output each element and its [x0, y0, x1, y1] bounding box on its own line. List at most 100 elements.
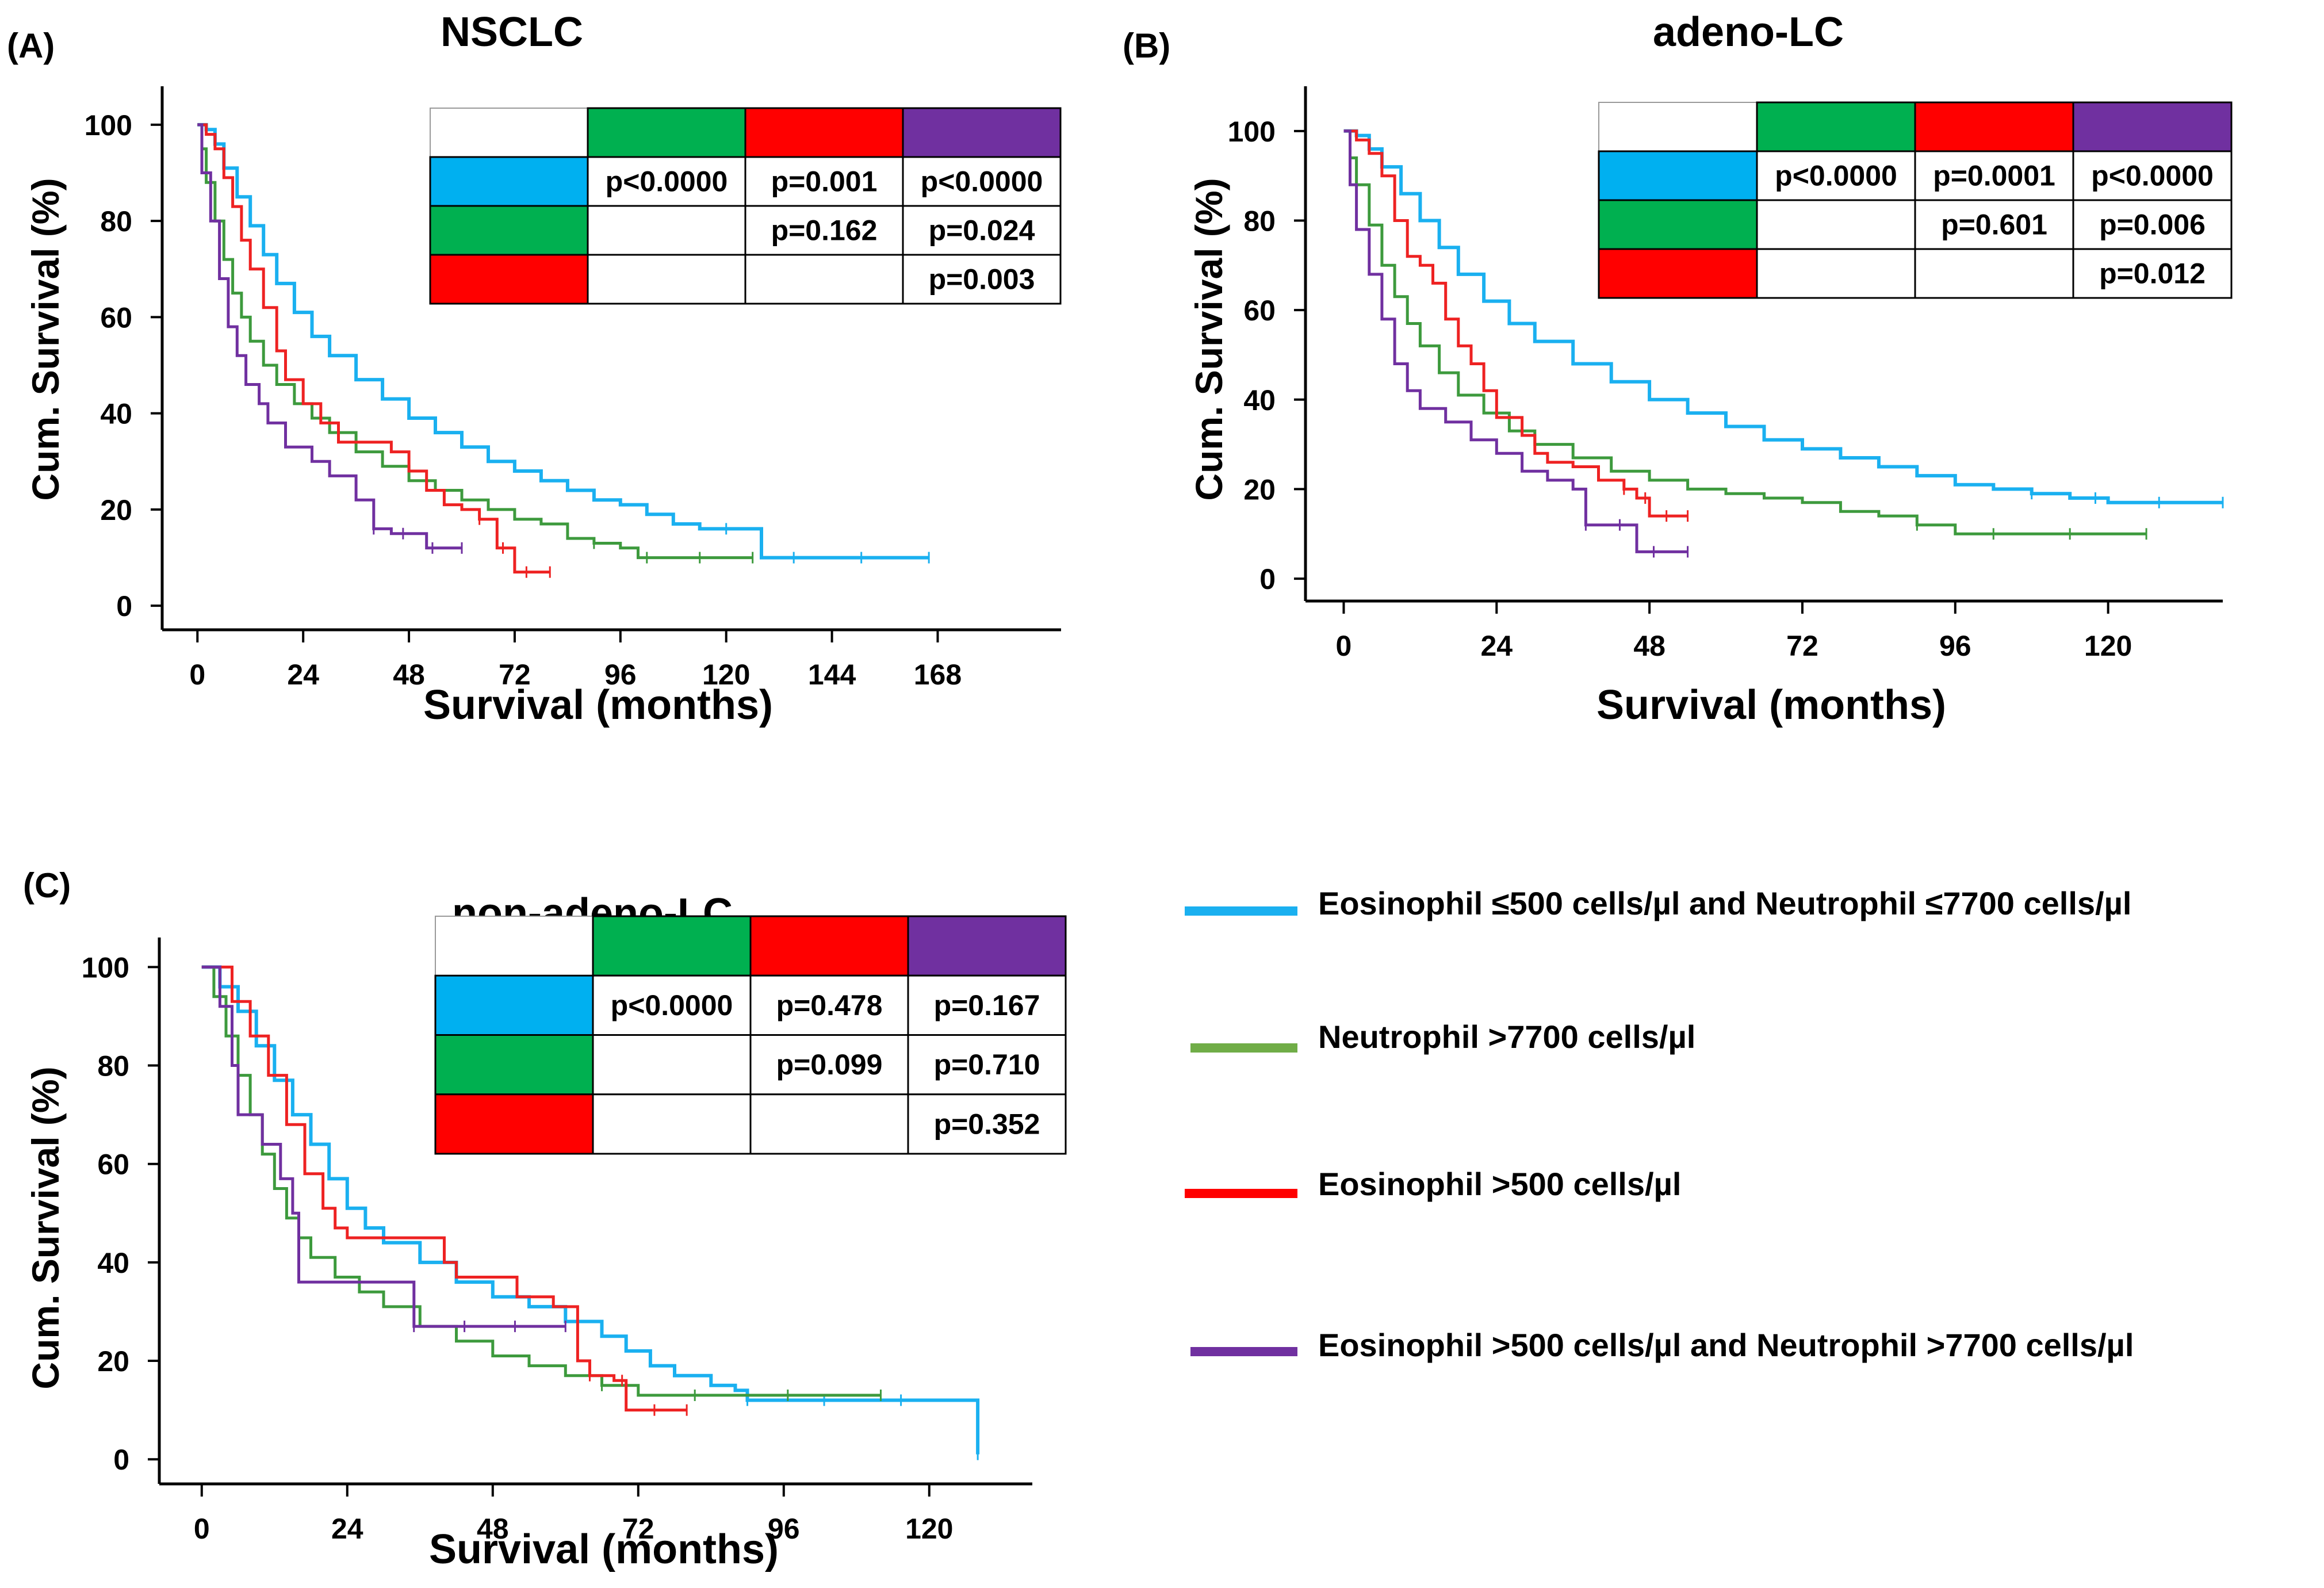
p-value-text: p=0.024 — [929, 215, 1035, 247]
series-line-2 — [1343, 129, 1688, 518]
x-tick-label: 0 — [194, 1513, 210, 1545]
x-tick-label: 24 — [287, 659, 319, 691]
table-cell — [587, 254, 746, 305]
table-row-header-cell — [434, 1034, 594, 1096]
table-corner-cell — [435, 916, 594, 977]
table-cell — [2072, 199, 2233, 250]
x-tick-label: 48 — [1633, 630, 1666, 662]
table-header-cell — [749, 915, 909, 977]
table-cell — [1914, 248, 2074, 299]
p-value-text: p<0.0000 — [606, 166, 728, 198]
x-tick-label: 72 — [499, 659, 531, 691]
y-tick-label: 100 — [82, 951, 129, 984]
p-value-text: p=0.601 — [1941, 209, 2047, 241]
x-tick-label: 120 — [702, 659, 750, 691]
p-value-text: p=0.162 — [771, 215, 878, 247]
panel-a: (A) NSCLC Cum. Survival (%) Survival (mo… — [7, 9, 1062, 728]
series-line-1 — [201, 965, 881, 1397]
pvalue-table: p<0.0000 p=0.0001 p<0.0000 p=0.601 p=0.006 p=… — [1598, 101, 2233, 299]
table-header-cell — [907, 915, 1067, 977]
y-axis-label: Cum. Survival (%) — [24, 1066, 67, 1389]
p-value-text: p<0.0000 — [921, 166, 1043, 198]
x-tick-label: 120 — [905, 1513, 953, 1545]
table-row-header-cell — [434, 1093, 594, 1155]
p-value-text: p=0.012 — [2099, 258, 2206, 290]
table-header-cell — [592, 915, 752, 977]
table-cell — [902, 254, 1062, 305]
legend: Eosinophil ≤500 cells/µl and Neutrophil … — [1185, 885, 2134, 1363]
x-axis-label: Survival (months) — [423, 682, 773, 728]
x-tick-label: 48 — [393, 659, 425, 691]
x-tick-label: 72 — [622, 1513, 654, 1545]
table-header-cell — [2072, 101, 2233, 152]
table-row-header-cell — [429, 156, 589, 207]
table-cell — [587, 205, 746, 256]
series-line-0 — [1343, 129, 2223, 504]
y-tick-label: 80 — [1243, 205, 1276, 237]
table-cell — [1756, 248, 1916, 299]
x-tick-label: 96 — [768, 1513, 800, 1545]
p-value-text: p=0.003 — [929, 263, 1035, 296]
y-tick-label: 100 — [85, 109, 132, 141]
legend-label-red: Eosinophil >500 cells/µl — [1318, 1166, 1681, 1202]
table-row-header-cell — [1598, 199, 1758, 250]
x-tick-label: 0 — [1336, 630, 1352, 662]
x-tick-label: 24 — [331, 1513, 363, 1545]
p-value-text: p=0.0001 — [1933, 160, 2055, 192]
p-value-text: p=0.710 — [934, 1049, 1040, 1081]
x-tick-label: 120 — [2084, 630, 2132, 662]
p-value-text: p=0.001 — [771, 166, 878, 198]
chart-title: NSCLC — [441, 9, 583, 55]
y-tick-label: 20 — [97, 1345, 129, 1377]
table-cell — [749, 1093, 909, 1155]
y-tick-label: 80 — [100, 205, 132, 238]
x-tick-label: 72 — [1786, 630, 1818, 662]
p-value-text: p=0.352 — [934, 1108, 1040, 1140]
table-header-cell — [587, 107, 746, 158]
table-cell — [907, 1093, 1067, 1155]
p-value-text: p<0.0000 — [1775, 160, 1897, 192]
y-tick-label: 0 — [113, 1444, 129, 1476]
y-tick-label: 20 — [100, 494, 132, 526]
series-line-2 — [197, 123, 550, 574]
table-header-cell — [744, 107, 904, 158]
x-axis-label: Survival (months) — [429, 1526, 779, 1572]
x-tick-label: 0 — [189, 659, 205, 691]
y-tick-label: 40 — [1243, 384, 1276, 416]
series-line-2 — [201, 965, 687, 1412]
p-value-text: p=0.006 — [2099, 209, 2206, 241]
legend-label-blue: Eosinophil ≤500 cells/µl and Neutrophil … — [1318, 885, 2131, 921]
table-cell — [744, 254, 904, 305]
p-value-text: p=0.167 — [934, 989, 1040, 1021]
table-cell — [592, 1093, 752, 1155]
pvalue-table: p<0.0000 p=0.478 p=0.167 p=0.099 p=0.710 p=0.… — [434, 915, 1067, 1155]
y-tick-label: 40 — [100, 398, 132, 430]
chart-title: adeno-LC — [1653, 9, 1844, 55]
legend-label-green: Neutrophil >7700 cells/µl — [1318, 1019, 1695, 1055]
y-tick-label: 60 — [1243, 294, 1276, 327]
p-value-text: p<0.0000 — [611, 989, 733, 1021]
table-row-header-cell — [429, 205, 589, 256]
x-tick-label: 168 — [914, 659, 962, 691]
x-tick-label: 144 — [808, 659, 856, 691]
p-value-text: p<0.0000 — [2091, 160, 2214, 192]
table-cell — [587, 156, 746, 207]
table-cell — [1756, 199, 1916, 250]
y-axis-label: Cum. Survival (%) — [1188, 178, 1230, 500]
p-value-text: p=0.099 — [776, 1049, 883, 1081]
table-cell — [902, 156, 1062, 207]
series-line-1 — [197, 123, 753, 560]
y-tick-label: 0 — [1259, 563, 1276, 595]
series-line-0 — [197, 123, 929, 560]
table-cell — [1914, 150, 2074, 201]
table-row-header-cell — [434, 974, 594, 1036]
table-header-cell — [902, 107, 1062, 158]
table-corner-cell — [430, 108, 588, 158]
x-tick-label: 96 — [604, 659, 637, 691]
table-cell — [592, 1034, 752, 1096]
x-tick-label: 96 — [1939, 630, 1971, 662]
y-tick-label: 40 — [97, 1247, 129, 1279]
y-tick-label: 0 — [116, 590, 132, 622]
y-tick-label: 100 — [1228, 116, 1276, 148]
